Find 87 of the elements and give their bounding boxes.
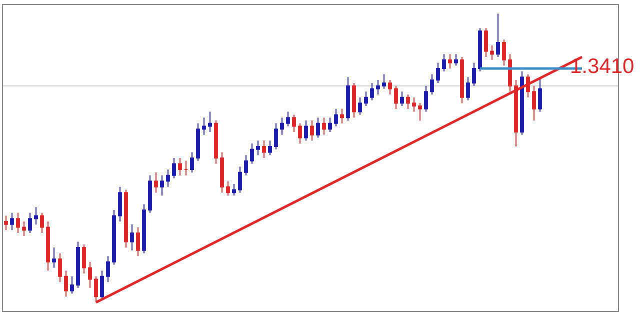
candlestick [460,56,464,104]
candlestick [154,172,158,194]
candlestick [148,174,152,214]
candlestick [328,117,332,133]
candlestick [16,212,20,234]
candlestick [58,252,62,283]
candlestick [238,166,242,194]
candlestick [502,39,506,66]
candlestick [436,62,440,84]
candlestick [424,85,428,112]
candlestick [34,206,38,225]
candlestick [166,169,170,188]
candlestick [400,91,404,107]
candlestick [178,158,182,176]
candlestick [448,54,452,70]
candlestick [298,122,302,144]
candlestick [130,224,134,251]
candlestick [136,226,140,257]
candlestick [160,174,164,196]
candlestick [538,76,542,112]
candlestick [46,221,50,272]
candlestick [208,111,212,133]
candlestick [268,140,272,156]
candlestick [454,54,458,66]
candlestick [22,221,26,236]
candlestick [442,54,446,72]
candlestick [322,117,326,136]
candlestick [490,44,494,60]
candlestick [244,154,248,176]
candlestick [256,140,260,156]
candlestick [466,76,470,101]
candlestick [286,111,290,127]
candlestick [220,152,224,194]
candlestick [358,96,362,116]
candlestick [214,120,218,164]
candlestick [364,91,368,107]
candlestick [496,13,500,58]
candlestick [430,74,434,95]
candlestick [412,96,416,112]
candlestick [4,215,8,231]
candlestick [190,152,194,173]
candlestick [484,28,488,58]
candlestick [292,114,296,133]
candlestick [406,94,410,110]
candlestick [388,80,392,95]
candlestick [88,261,92,288]
candlestick [532,85,536,121]
candlestick [382,74,386,90]
candlestick [316,117,320,138]
candlestick [64,270,68,298]
candlestick [478,28,482,72]
candlestick [142,204,146,254]
candlestick [226,180,230,196]
candlestick [10,212,14,231]
candlestick [520,70,524,136]
candlestick [262,140,266,158]
candlestick [52,246,56,268]
candlestick [172,158,176,179]
candlestick [394,85,398,110]
candlestick [70,276,74,294]
candlestick [340,108,344,124]
candlestick [376,80,380,95]
candlestick [352,82,356,118]
candlestick [118,186,122,222]
candlestick [40,212,44,234]
candlestick [370,82,374,101]
candlestick [124,189,128,248]
candlestick [334,108,338,127]
candlestick [250,143,254,164]
candlestick [514,80,518,147]
candlestick [310,120,314,142]
candlestick [100,270,104,300]
candlestick [82,244,86,274]
candlestick [112,209,116,266]
candlestick [184,160,188,176]
candlestick [106,256,110,283]
candlestick [28,212,32,234]
candlestick [418,102,422,121]
candlestick [202,117,206,136]
candlestick [304,120,308,142]
candlestick [232,183,236,196]
candlestick [472,62,476,86]
candlestick [280,117,284,136]
candlestick [76,241,80,288]
candlestick [346,76,350,121]
candlestick [274,122,278,150]
candlestick [196,122,200,162]
